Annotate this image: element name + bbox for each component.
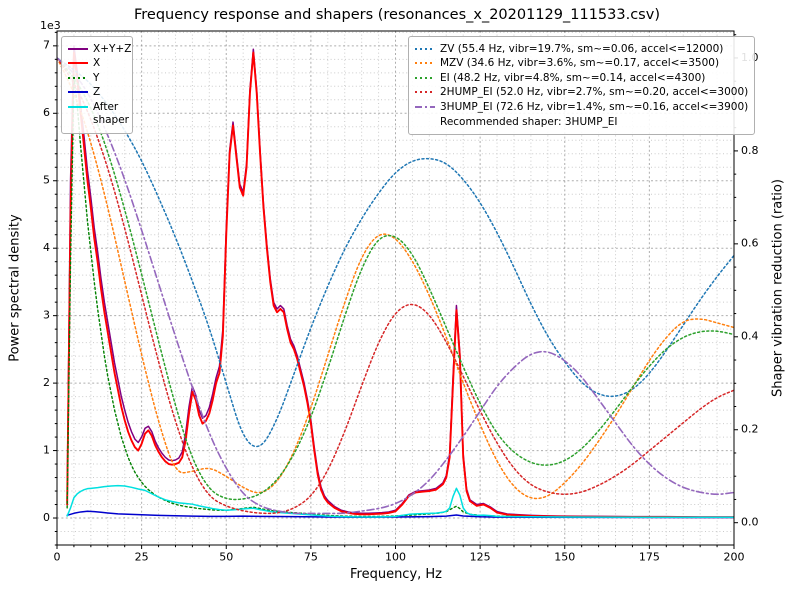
- legend-line-sample-icon: [415, 91, 435, 94]
- legend-item-label: EI (48.2 Hz, vibr=4.8%, sm~=0.14, accel<…: [440, 71, 706, 84]
- legend-item-label: 2HUMP_EI (52.0 Hz, vibr=2.7%, sm~=0.20, …: [440, 86, 749, 99]
- legend-line-sample-icon: [415, 121, 435, 123]
- legend-item: After shaper: [68, 101, 130, 127]
- legend-shapers: ZV (55.4 Hz, vibr=19.7%, sm~=0.06, accel…: [408, 36, 756, 136]
- legend-line-sample-icon: [415, 76, 435, 79]
- legend-line-sample-icon: [68, 76, 88, 79]
- y-axis-left-label: Power spectral density: [7, 214, 23, 362]
- legend-item-label: ZV (55.4 Hz, vibr=19.7%, sm~=0.06, accel…: [440, 42, 724, 55]
- legend-line-sample-icon: [68, 106, 88, 108]
- legend-psd: X+Y+Z X Y Z After shaper: [61, 36, 133, 134]
- legend-line-sample-icon: [68, 47, 88, 50]
- legend-item: MZV (34.6 Hz, vibr=3.6%, sm~=0.17, accel…: [415, 57, 748, 70]
- x-axis-label: Frequency, Hz: [349, 567, 443, 582]
- legend-item: 2HUMP_EI (52.0 Hz, vibr=2.7%, sm~=0.20, …: [415, 86, 748, 99]
- legend-item-label: Recommended shaper: 3HUMP_EI: [440, 115, 618, 128]
- y-axis-right-label: Shaper vibration reduction (ratio): [770, 179, 786, 397]
- legend-item-label: MZV (34.6 Hz, vibr=3.6%, sm~=0.17, accel…: [440, 57, 720, 70]
- legend-item: Recommended shaper: 3HUMP_EI: [415, 116, 748, 129]
- chart-title: Frequency response and shapers (resonanc…: [134, 7, 660, 23]
- legend-line-sample-icon: [415, 47, 435, 50]
- legend-item: ZV (55.4 Hz, vibr=19.7%, sm~=0.06, accel…: [415, 43, 748, 56]
- legend-line-sample-icon: [415, 106, 435, 108]
- legend-item-label: After shaper: [93, 101, 130, 127]
- y-axis-offset-label: 1e3: [40, 19, 61, 32]
- legend-item: X+Y+Z: [68, 43, 131, 56]
- legend-item-label: X+Y+Z: [93, 42, 132, 55]
- legend-item-label: X: [93, 57, 101, 70]
- legend-item-label: 3HUMP_EI (72.6 Hz, vibr=1.4%, sm~=0.16, …: [440, 101, 749, 113]
- legend-item: 3HUMP_EI (72.6 Hz, vibr=1.4%, sm~=0.16, …: [415, 101, 748, 114]
- legend-item-label: Z: [93, 86, 101, 99]
- legend-line-sample-icon: [68, 91, 88, 94]
- legend-item: X: [68, 57, 126, 70]
- legend-item-label: Y: [93, 71, 100, 84]
- legend-line-sample-icon: [68, 62, 88, 65]
- legend-item: Z: [68, 86, 126, 99]
- legend-line-sample-icon: [415, 62, 435, 65]
- legend-item: Y: [68, 72, 126, 85]
- legend-item: EI (48.2 Hz, vibr=4.8%, sm~=0.14, accel<…: [415, 72, 748, 85]
